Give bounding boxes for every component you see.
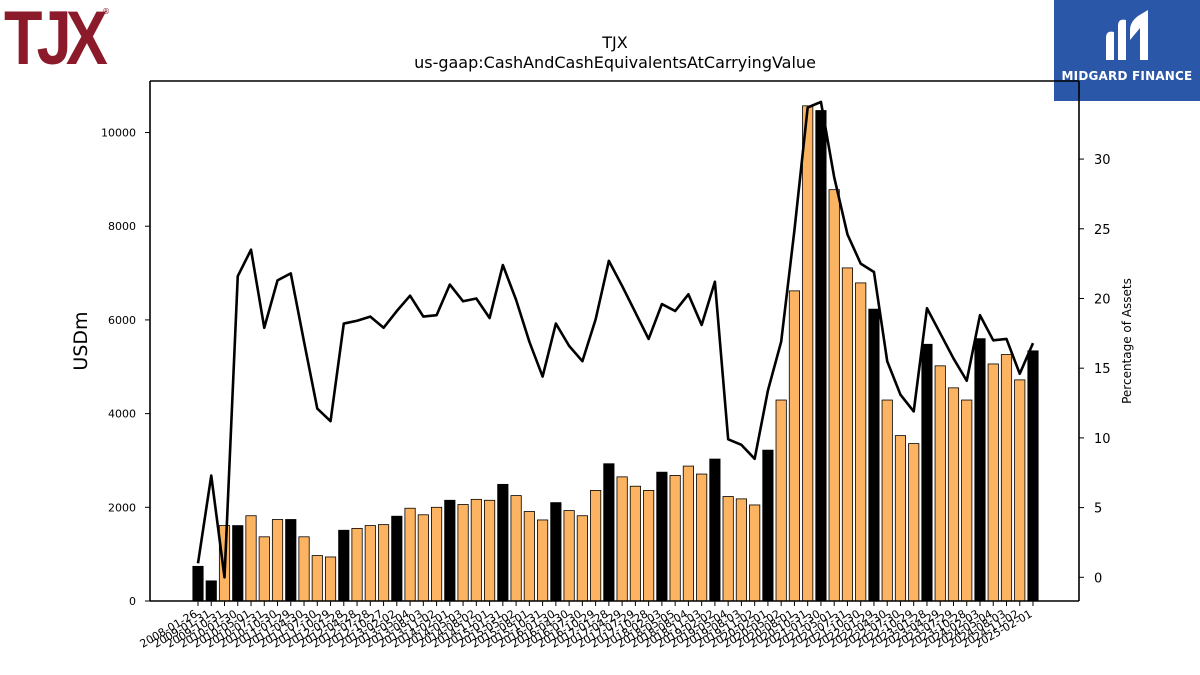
bar-2014-08-02 [470,498,482,602]
bar-2022-10-29 [908,443,920,602]
bar-2014-11-01 [484,499,496,602]
y-tick-label-6000: 6000 [108,314,136,327]
axes [149,80,1080,602]
y-axis-right-label: Percentage of Assets [1120,278,1134,404]
bar-2022-01-29 [868,308,880,602]
bar-2015-10-31 [537,519,549,602]
bar-2023-04-29 [934,365,946,602]
chart-subtitle: us-gaap:CashAndCashEquivalentsAtCarrying… [414,53,816,72]
registered-mark: ® [102,7,110,16]
bar-2023-07-29 [947,387,960,602]
y-right-tick-label-15: 15 [1094,362,1111,377]
bar-2018-11-03 [696,473,708,602]
y-right-tick-label-0: 0 [1094,571,1102,586]
bar-2024-11-02 [1014,379,1026,602]
tick-layer: 02000400060008000100000510152025302008-0… [70,127,1134,651]
bar-2023-01-28 [921,343,933,602]
bar-2020-02-01 [762,449,774,602]
bar-2014-02-01 [444,499,456,602]
bar-2016-04-30 [563,510,575,602]
bar-2021-01-30 [815,110,827,602]
bar-2011-04-30 [298,536,310,602]
bar-2021-05-01 [828,189,840,602]
bar-2015-08-01 [523,511,535,602]
y-tick-label-2000: 2000 [108,501,136,514]
y-right-tick-label-25: 25 [1094,223,1111,238]
bar-2018-08-04 [682,465,694,602]
y-tick-label-0: 0 [129,595,136,608]
bar-2022-07-30 [894,435,907,602]
bar-2008-01-26 [192,565,204,602]
bar-2013-05-04 [404,507,416,602]
bar-2018-02-03 [656,471,668,602]
bar-2011-10-29 [324,556,337,602]
bar-2020-10-31 [802,105,814,602]
bar-2020-08-01 [788,290,801,602]
y-right-tick-label-30: 30 [1094,153,1111,168]
tjx-logo: TJX ® [4,0,115,81]
bar-2024-08-03 [1000,354,1013,602]
line-layer [196,100,1035,579]
bar-2011-01-29 [285,519,297,602]
bar-2016-07-30 [576,515,588,602]
bar-2016-10-29 [590,490,602,602]
bar-2017-07-29 [629,485,641,602]
bar-2013-08-03 [417,514,429,602]
midgard-m-icon [1106,10,1148,61]
bar-2012-10-27 [377,524,390,602]
y-axis-label: USDm [70,311,92,370]
tjx-logo-text: TJX [4,2,108,68]
bar-2013-11-02 [430,506,443,602]
bar-2015-01-31 [497,483,509,602]
bar-2019-05-04 [722,496,734,602]
y-right-tick-label-10: 10 [1094,432,1111,447]
bar-2024-02-03 [974,338,986,602]
bar-2019-08-03 [735,498,747,602]
bar-2017-10-28 [643,490,655,602]
percentage-line [196,100,1035,579]
bar-2015-05-02 [510,495,522,602]
bar-2025-02-01 [1027,350,1039,602]
bar-2024-05-04 [987,363,999,602]
bar-2021-07-31 [841,267,854,602]
bar-2011-07-30 [311,555,323,602]
bar-2010-01-30 [232,525,244,602]
bar-2012-04-28 [351,527,363,602]
bar-2012-07-28 [364,525,376,602]
bar-2021-10-30 [855,282,867,602]
midgard-finance-text: MIDGARD FINANCE [1061,69,1193,83]
bar-2016-01-30 [550,502,562,602]
bar-2022-04-30 [881,399,893,602]
bar-layer [192,105,1039,602]
bar-2010-05-01 [245,515,257,602]
bar-2013-02-02 [391,515,403,602]
y-tick-label-10000: 10000 [101,127,136,140]
y-right-tick-label-5: 5 [1094,502,1102,517]
bar-2010-10-30 [271,519,284,602]
y-tick-label-4000: 4000 [108,408,136,421]
bar-2017-04-29 [616,476,628,602]
y-tick-label-8000: 8000 [108,220,136,233]
bar-2017-01-28 [603,463,615,602]
chart-title: TJX [602,33,628,52]
bar-2023-10-28 [961,399,973,602]
bar-2019-02-02 [709,458,721,602]
bar-2012-01-28 [338,529,350,602]
bar-2019-11-02 [749,504,761,602]
bar-2014-05-03 [457,504,469,602]
bar-2020-05-02 [775,399,787,602]
bar-2010-07-31 [258,536,270,602]
y-right-tick-label-20: 20 [1094,292,1111,307]
bar-2009-01-31 [205,580,217,602]
bar-2018-05-05 [669,475,681,602]
